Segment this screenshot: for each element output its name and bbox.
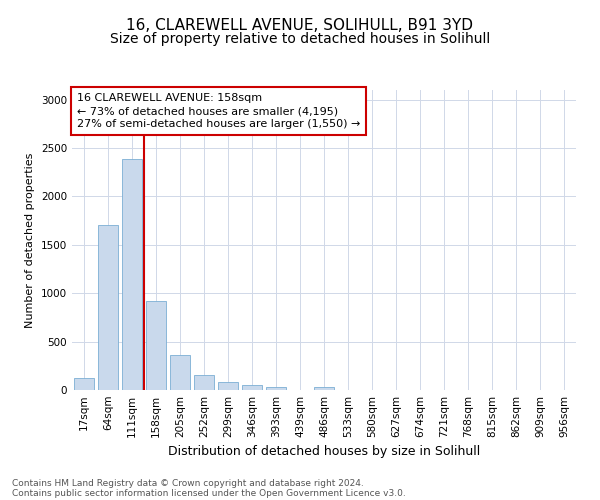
Text: Contains public sector information licensed under the Open Government Licence v3: Contains public sector information licen…	[12, 488, 406, 498]
Bar	[314, 387, 334, 390]
X-axis label: Distribution of detached houses by size in Solihull: Distribution of detached houses by size …	[168, 446, 480, 458]
Bar	[266, 387, 286, 390]
Y-axis label: Number of detached properties: Number of detached properties	[25, 152, 35, 328]
Bar	[146, 301, 166, 390]
Bar	[98, 226, 118, 390]
Bar	[170, 355, 190, 390]
Bar	[74, 378, 94, 390]
Text: Contains HM Land Registry data © Crown copyright and database right 2024.: Contains HM Land Registry data © Crown c…	[12, 478, 364, 488]
Bar	[218, 382, 238, 390]
Text: Size of property relative to detached houses in Solihull: Size of property relative to detached ho…	[110, 32, 490, 46]
Text: 16, CLAREWELL AVENUE, SOLIHULL, B91 3YD: 16, CLAREWELL AVENUE, SOLIHULL, B91 3YD	[127, 18, 473, 32]
Bar	[242, 384, 262, 390]
Bar	[194, 375, 214, 390]
Text: 16 CLAREWELL AVENUE: 158sqm
← 73% of detached houses are smaller (4,195)
27% of : 16 CLAREWELL AVENUE: 158sqm ← 73% of det…	[77, 93, 361, 130]
Bar	[122, 158, 142, 390]
